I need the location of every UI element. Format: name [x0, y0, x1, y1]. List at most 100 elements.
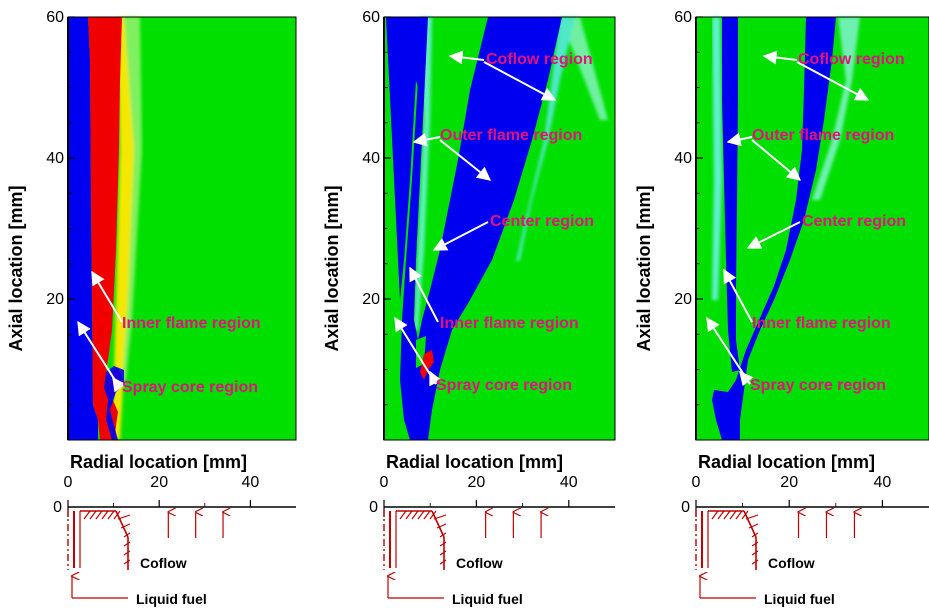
y-tick-label-zero: 0 [681, 499, 690, 516]
arrow-coflow-2 [796, 61, 870, 101]
nozzle-hatch [83, 510, 91, 520]
blue-region-left-edge [696, 17, 722, 440]
nozzle-wall-hatch [748, 523, 759, 529]
nozzle-wall-hatch [439, 550, 447, 556]
arrow-spray-2 [739, 370, 754, 387]
x-tick-label: 20 [468, 474, 486, 491]
nozzle-wall-hatch [123, 550, 131, 556]
y-tick-label: 60 [362, 9, 380, 26]
arrow-spray-core-2 [112, 376, 126, 393]
arrow-center [746, 221, 801, 249]
nozzle-wall-hatch [751, 550, 759, 556]
nozzle-wall-hatch [117, 514, 131, 520]
nozzle-hatch [423, 510, 431, 520]
nozzle-wall-hatch [751, 532, 759, 538]
arrow-coflow-2 [483, 61, 557, 101]
liquid-fuel-label: Liquid fuel [136, 591, 207, 607]
nozzle-wall-hatch [123, 532, 131, 538]
y-axis-label: Axial location [mm] [322, 185, 342, 351]
arrow-spray-1 [394, 316, 437, 385]
x-tick-label: 0 [64, 474, 73, 491]
region-annotation: Center region [490, 213, 594, 230]
annotation-arrows [77, 270, 126, 393]
field-gradients [112, 17, 142, 440]
nozzle-hatch [411, 510, 419, 520]
y-tick-label: 40 [46, 150, 64, 167]
region-annotation: Inner flame region [122, 315, 261, 332]
nozzle-hatch [723, 510, 731, 520]
x-tick-label: 20 [150, 474, 168, 491]
y-axis-label: Axial location [mm] [634, 185, 654, 351]
nozzle-wall-hatch [439, 559, 447, 565]
x-tick-label: 0 [692, 474, 701, 491]
x-tick-label: 20 [780, 474, 798, 491]
nozzle-hatch [405, 510, 413, 520]
nozzle-hatch [101, 510, 109, 520]
arrow-coflow-1 [762, 50, 798, 65]
field-gradients [414, 17, 608, 330]
arrow-spray-2 [429, 370, 442, 387]
nozzle-hatch [399, 510, 407, 520]
nozzle-wall-hatch [751, 541, 759, 547]
y-tick-label: 40 [362, 150, 380, 167]
arrow-center [432, 221, 489, 251]
nozzle-wall-hatch [123, 559, 131, 565]
x-axis-label: Radial location [mm] [70, 452, 247, 472]
y-tick-label: 20 [46, 291, 64, 308]
nozzle-hatch [729, 510, 737, 520]
nozzle-slant-wall [115, 510, 129, 538]
nozzle-wall-hatch [120, 523, 131, 529]
y-tick-label: 40 [674, 150, 692, 167]
arrow-outer-2 [439, 139, 492, 181]
y-axis-label: Axial location [mm] [6, 185, 26, 351]
region-annotation: Spray core region [750, 377, 886, 394]
x-axis-label: Radial location [mm] [386, 452, 563, 472]
x-axis-label: Radial location [mm] [698, 452, 875, 472]
nozzle-wall-hatch [751, 559, 759, 565]
nozzle-slant-wall [431, 510, 445, 538]
region-annotation: Coflow region [486, 51, 593, 68]
arrow-outer-1 [412, 132, 441, 147]
x-tick-label: 40 [560, 474, 578, 491]
x-tick-label: 0 [380, 474, 389, 491]
field-gradients [712, 17, 860, 300]
nozzle-hatch [95, 510, 103, 520]
y-tick-label: 60 [674, 9, 692, 26]
region-annotation: Inner flame region [752, 315, 891, 332]
nozzle-hatch [717, 510, 725, 520]
nozzle-wall-hatch [439, 541, 447, 547]
chart-labels-layer: 20 40 60 Axial location [mm] Radial location… [6, 9, 929, 607]
y-tick-label: 20 [362, 291, 380, 308]
region-annotation: Spray core region [122, 379, 258, 396]
region-annotation: Center region [802, 213, 906, 230]
region-annotation: Outer flame region [440, 127, 582, 144]
region-annotation: Inner flame region [440, 315, 579, 332]
arrow-inner-flame [91, 270, 123, 323]
panel-middle [383, 16, 616, 441]
red-region [420, 350, 434, 380]
nozzle-hatch [89, 510, 97, 520]
nozzle-hatch [107, 510, 115, 520]
nozzle-hatch [711, 510, 719, 520]
arrow-inner [723, 268, 753, 323]
region-annotation: Outer flame region [752, 127, 894, 144]
nozzle-wall-hatch [439, 532, 447, 538]
nozzle-hatch [417, 510, 425, 520]
y-tick-label-zero: 0 [369, 499, 378, 516]
liquid-fuel-label: Liquid fuel [764, 591, 835, 607]
arrow-inner [409, 266, 439, 323]
region-annotation: Spray core region [436, 377, 572, 394]
blue-region-outer [712, 17, 836, 440]
y-tick-label-zero: 0 [53, 499, 62, 516]
nozzle-slant-wall [743, 510, 757, 538]
panel-left [67, 16, 297, 441]
red-region [88, 17, 122, 440]
y-tick-label: 60 [46, 9, 64, 26]
liquid-fuel-label: Liquid fuel [452, 591, 523, 607]
coflow-label: Coflow [140, 555, 187, 571]
annotation-arrows [706, 50, 870, 387]
nozzle-wall-hatch [436, 523, 447, 529]
x-tick-label: 40 [242, 474, 260, 491]
